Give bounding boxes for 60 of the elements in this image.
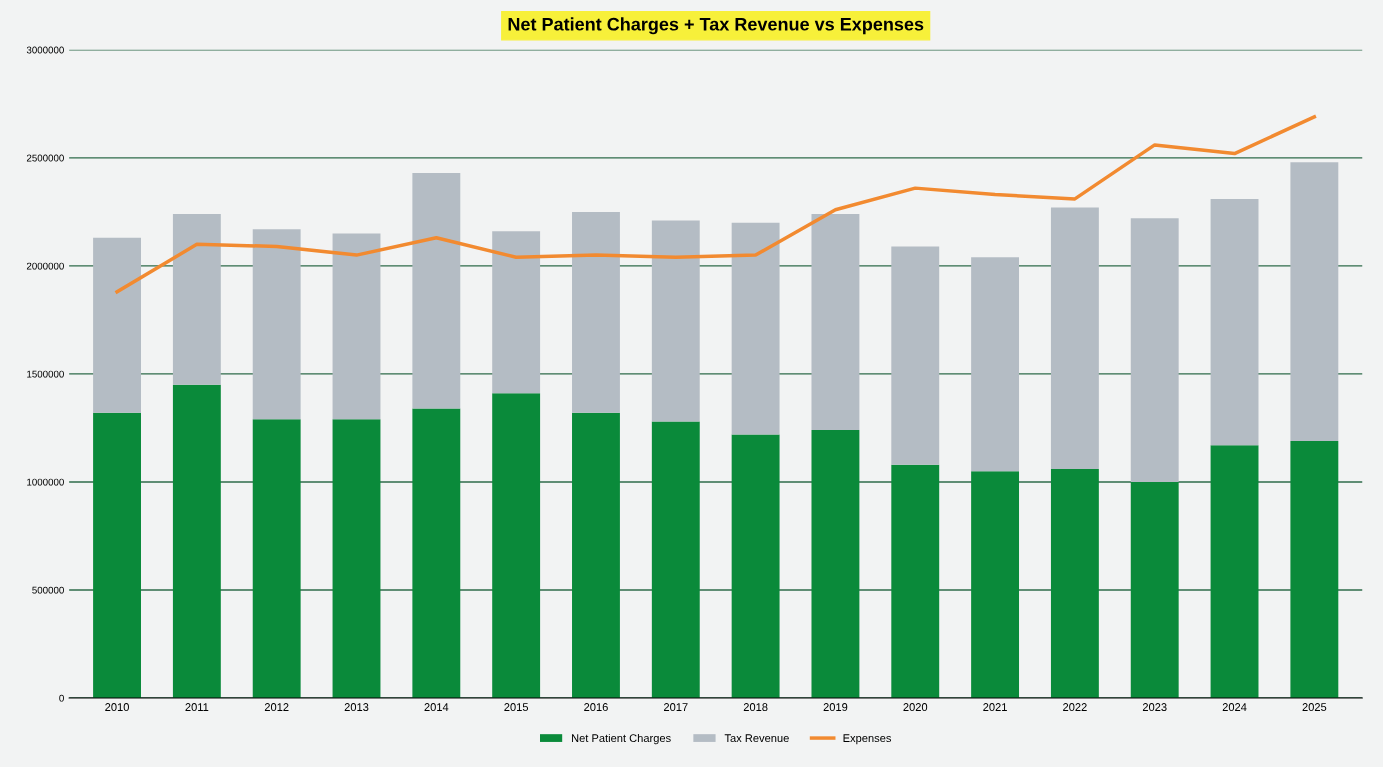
bar bbox=[332, 233, 381, 420]
bar bbox=[651, 421, 700, 698]
bar bbox=[971, 471, 1020, 698]
bar bbox=[252, 229, 301, 420]
bar bbox=[172, 214, 221, 385]
bar bbox=[891, 246, 940, 465]
y-tick-label: 3000000 bbox=[26, 46, 64, 54]
x-tick-label: 2018 bbox=[743, 703, 768, 711]
x-tick-label: 2022 bbox=[1063, 703, 1087, 711]
bar bbox=[1050, 207, 1099, 469]
bar bbox=[412, 173, 461, 409]
x-tick-label: 2024 bbox=[1222, 703, 1247, 711]
x-tick-label: 2014 bbox=[424, 703, 449, 711]
bar bbox=[891, 464, 940, 698]
x-tick-label: 2017 bbox=[663, 703, 688, 711]
bar bbox=[1210, 445, 1259, 698]
bar bbox=[1210, 198, 1259, 446]
x-tick-label: 2020 bbox=[903, 703, 928, 711]
legend-label: Expenses bbox=[843, 734, 892, 745]
y-tick-label: 1500000 bbox=[27, 370, 64, 378]
bar bbox=[1290, 440, 1339, 698]
chart-title: Net Patient Charges + Tax Revenue vs Expenses bbox=[508, 17, 924, 35]
bar bbox=[811, 430, 860, 698]
bar bbox=[332, 419, 381, 698]
bar bbox=[93, 412, 141, 698]
x-tick-label: 2012 bbox=[264, 703, 289, 711]
bar bbox=[93, 237, 141, 413]
bar bbox=[1130, 218, 1179, 482]
bar bbox=[731, 434, 780, 698]
x-tick-label: 2010 bbox=[105, 703, 129, 711]
bar bbox=[1130, 481, 1179, 698]
y-tick-label: 0 bbox=[59, 694, 64, 702]
bar bbox=[572, 211, 620, 413]
bar bbox=[811, 214, 860, 431]
x-tick-label: 2013 bbox=[344, 703, 369, 711]
bar bbox=[1050, 468, 1099, 698]
x-tick-label: 2019 bbox=[823, 703, 848, 711]
x-tick-label: 2025 bbox=[1302, 703, 1327, 711]
bar bbox=[971, 257, 1020, 472]
bar bbox=[252, 419, 301, 698]
bar bbox=[731, 222, 780, 435]
bar bbox=[172, 384, 221, 698]
bar bbox=[492, 393, 541, 698]
x-tick-label: 2023 bbox=[1142, 703, 1167, 711]
y-tick-label: 1000000 bbox=[27, 478, 64, 486]
x-tick-label: 2016 bbox=[584, 703, 608, 711]
line-series bbox=[115, 115, 1317, 294]
bar bbox=[572, 412, 620, 698]
y-tick-label: 500000 bbox=[32, 586, 64, 594]
bar bbox=[651, 220, 700, 422]
x-tick-label: 2011 bbox=[185, 703, 209, 711]
bar bbox=[492, 231, 541, 394]
x-tick-label: 2015 bbox=[504, 703, 529, 711]
legend-label: Net Patient Charges bbox=[571, 733, 671, 745]
x-tick-label: 2021 bbox=[983, 703, 1007, 711]
y-tick-label: 2000000 bbox=[26, 262, 64, 270]
bar bbox=[412, 408, 461, 698]
legend-label: Tax Revenue bbox=[724, 734, 789, 743]
bar bbox=[1290, 162, 1339, 441]
y-tick-label: 2500000 bbox=[26, 154, 64, 162]
